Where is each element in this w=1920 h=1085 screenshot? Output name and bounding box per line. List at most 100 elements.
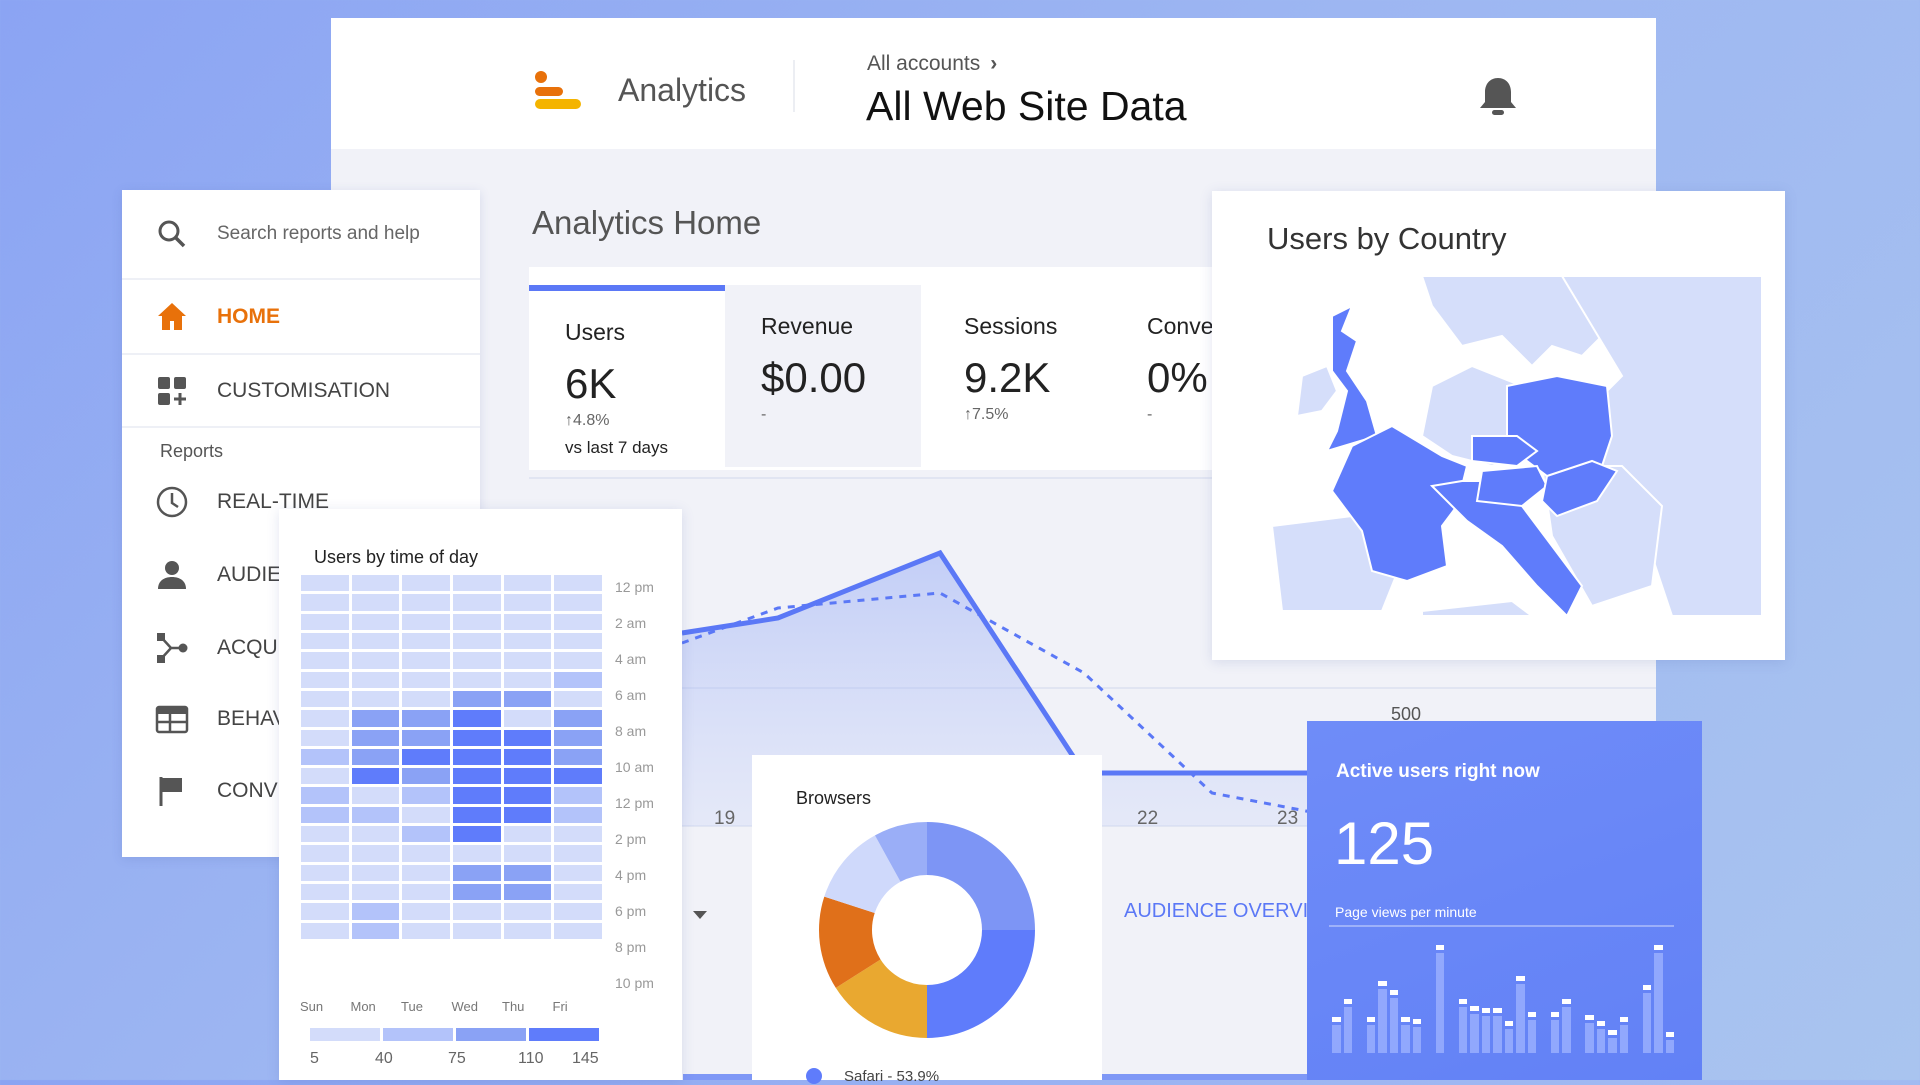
heatmap-cell <box>301 710 349 727</box>
tab-label: Revenue <box>761 313 854 339</box>
pageview-bar-cap <box>1504 1020 1513 1026</box>
pageview-bar <box>1527 1019 1536 1053</box>
pageview-bar-cap <box>1665 1032 1674 1038</box>
legend-value: 75 <box>448 1050 466 1067</box>
sidebar-item-customisation[interactable]: CUSTOMISATION <box>122 355 480 428</box>
heatmap-cell <box>503 884 552 901</box>
heatmap-cell <box>453 613 501 630</box>
heatmap-cell <box>453 768 501 785</box>
heatmap-title: Users by time of day <box>314 547 479 567</box>
heatmap-cell <box>503 575 552 592</box>
header-divider <box>793 60 795 112</box>
heatmap-cell <box>453 787 501 804</box>
sidebar-item-audience[interactable]: AUDIE <box>122 550 480 600</box>
heatmap-cell <box>351 787 400 804</box>
heatmap-cell <box>453 690 501 708</box>
breadcrumb[interactable]: All accounts › <box>867 52 997 76</box>
sidebar-item-home[interactable]: HOME <box>122 280 480 355</box>
flag-icon <box>159 777 182 806</box>
hour-label: 8 am <box>615 723 647 739</box>
heatmap-cell <box>503 594 552 611</box>
search-box[interactable]: Search reports and help <box>122 190 480 280</box>
pageview-bar-cap <box>1493 1008 1502 1013</box>
heatmap-cell <box>402 710 450 727</box>
heatmap-cell <box>402 864 450 882</box>
hour-label: 2 pm <box>615 831 647 847</box>
heatmap-cell <box>554 729 602 746</box>
y-label: 500 <box>1391 704 1422 724</box>
heatmap-legend: 5 40 75 110 145 <box>310 1028 610 1078</box>
map-ireland <box>1295 364 1339 418</box>
heatmap-cell <box>301 903 349 920</box>
map-north-africa <box>1421 599 1534 616</box>
hour-label: 4 am <box>615 651 647 667</box>
heatmap-cell <box>554 594 602 611</box>
pageview-bar <box>1562 1007 1571 1053</box>
analytics-logo <box>535 71 581 109</box>
sidebar-label: CUSTOMISATION <box>217 378 391 402</box>
app-name: Analytics <box>618 72 747 108</box>
pageview-bar-cap <box>1435 945 1444 950</box>
tab-label: Sessions <box>964 313 1058 339</box>
pageview-bar-cap <box>1343 999 1352 1004</box>
heatmap-cell <box>503 671 552 688</box>
pageview-bar <box>1401 1025 1410 1053</box>
heatmap-cell <box>301 768 349 785</box>
heatmap-cell <box>301 594 349 611</box>
legend-value: 110 <box>518 1050 544 1067</box>
heatmap-cell <box>402 787 450 804</box>
heatmap-cell <box>554 864 602 882</box>
pageview-bar <box>1550 1019 1559 1053</box>
heatmap-cell <box>503 903 552 920</box>
heatmap-cell <box>453 826 501 843</box>
bell-icon[interactable] <box>1477 74 1519 118</box>
heatmap-cell <box>402 845 450 862</box>
heatmap-cell <box>453 652 501 669</box>
map-hungary <box>1540 459 1619 518</box>
legend-value: 40 <box>375 1050 393 1067</box>
tab-revenue[interactable]: Revenue $0.00 - <box>725 285 921 467</box>
sidebar-item-conversions[interactable]: CONV <box>122 766 480 816</box>
tab-change: ↑7.5% <box>964 406 1009 423</box>
heatmap-cell <box>301 613 349 630</box>
heatmap-cell <box>503 806 552 824</box>
heatmap-cell <box>351 710 400 727</box>
hour-label: 6 am <box>615 687 647 703</box>
hour-label: 4 pm <box>615 867 647 883</box>
legend-value: 145 <box>572 1050 599 1067</box>
tab-label: Conve <box>1147 313 1214 339</box>
sidebar-item-behaviour[interactable]: BEHAV <box>122 694 480 744</box>
heatmap-cell <box>503 652 552 669</box>
heatmap-cell <box>301 845 349 862</box>
users-by-country-card: Users by Country <box>1212 191 1785 660</box>
users-by-time-card: Users by time of day 12 pm 2 am 4 am 6 am 8 … <box>279 509 682 1080</box>
audience-overview-link[interactable]: AUDIENCE OVERVIE <box>1124 900 1322 922</box>
top-header: Analytics All accounts › All Web Site Da… <box>331 18 1656 149</box>
tab-users[interactable]: Users 6K ↑4.8% vs last 7 days <box>529 285 725 467</box>
pageview-bar-cap <box>1642 985 1651 991</box>
donut-segment <box>927 822 1035 930</box>
heatmap-cell <box>402 652 450 669</box>
heatmap-cell <box>301 652 349 669</box>
heatmap-cell <box>402 826 450 843</box>
pageview-bar-cap <box>1378 981 1387 986</box>
heatmap-cell <box>301 884 349 901</box>
heatmap-cell <box>301 632 349 650</box>
heatmap-cell <box>301 806 349 824</box>
heatmap-cell <box>503 748 552 766</box>
search-input[interactable]: Search reports and help <box>217 223 420 244</box>
pageview-bar-cap <box>1596 1020 1605 1026</box>
active-title: Active users right now <box>1336 761 1540 782</box>
sidebar-item-realtime[interactable]: REAL-TIME <box>122 477 480 527</box>
property-title[interactable]: All Web Site Data <box>866 83 1187 129</box>
legend-dot <box>806 1068 822 1084</box>
hour-label: 12 pm <box>615 579 654 595</box>
breadcrumb-all-accounts[interactable]: All accounts <box>867 52 981 75</box>
heatmap-cell <box>453 903 501 920</box>
sidebar-label: REAL-TIME <box>217 490 330 513</box>
heatmap-cell <box>453 748 501 766</box>
dropdown-caret-icon[interactable] <box>693 911 707 919</box>
country-title: Users by Country <box>1267 221 1507 256</box>
sidebar-item-acquisition[interactable]: ACQU <box>122 623 480 673</box>
tab-sessions[interactable]: Sessions 9.2K ↑7.5% <box>921 285 1117 467</box>
